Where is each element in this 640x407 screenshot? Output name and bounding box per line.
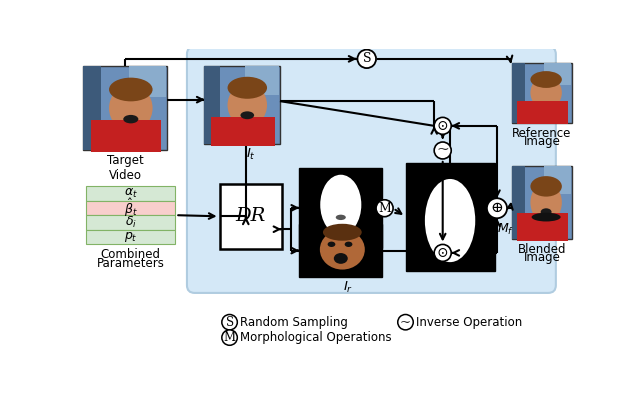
Bar xyxy=(86,215,175,230)
Bar xyxy=(220,184,282,249)
Bar xyxy=(83,66,167,151)
Ellipse shape xyxy=(323,224,362,241)
Bar xyxy=(86,230,175,245)
Ellipse shape xyxy=(345,242,353,247)
Bar xyxy=(204,66,280,144)
Text: $\delta_i$: $\delta_i$ xyxy=(125,215,137,230)
Circle shape xyxy=(358,50,376,68)
Text: ⊕: ⊕ xyxy=(491,201,503,215)
Circle shape xyxy=(434,142,451,159)
Ellipse shape xyxy=(109,78,152,101)
Bar xyxy=(511,166,572,239)
Ellipse shape xyxy=(531,176,562,197)
Text: $I_r$: $I_r$ xyxy=(344,280,354,295)
Text: DR: DR xyxy=(236,207,266,225)
Ellipse shape xyxy=(241,112,254,119)
Bar xyxy=(300,168,382,247)
Circle shape xyxy=(434,245,451,261)
Text: S: S xyxy=(225,316,234,329)
Text: ⊙: ⊙ xyxy=(437,119,449,133)
Ellipse shape xyxy=(320,230,365,269)
Text: Combined: Combined xyxy=(100,248,161,261)
Circle shape xyxy=(222,330,237,345)
Bar xyxy=(91,120,161,152)
Bar xyxy=(511,63,525,123)
Bar xyxy=(406,163,495,271)
Ellipse shape xyxy=(328,242,335,247)
Ellipse shape xyxy=(531,71,562,88)
Ellipse shape xyxy=(109,85,152,131)
Text: ~: ~ xyxy=(400,316,411,329)
Bar xyxy=(517,101,568,124)
Bar xyxy=(544,166,572,194)
Ellipse shape xyxy=(228,77,267,99)
Bar xyxy=(204,66,220,144)
Circle shape xyxy=(487,198,507,218)
Ellipse shape xyxy=(541,208,552,216)
Text: $p_t$: $p_t$ xyxy=(124,230,138,244)
Bar xyxy=(544,63,572,85)
Bar xyxy=(211,116,275,146)
Ellipse shape xyxy=(320,175,362,235)
Ellipse shape xyxy=(532,213,561,221)
Ellipse shape xyxy=(124,115,138,123)
Bar xyxy=(129,66,166,97)
Text: Random Sampling: Random Sampling xyxy=(239,316,348,329)
Text: Blended: Blended xyxy=(518,243,566,256)
Bar xyxy=(86,186,175,201)
Ellipse shape xyxy=(425,179,476,262)
Text: Image: Image xyxy=(524,252,561,265)
Text: M: M xyxy=(223,331,236,344)
Ellipse shape xyxy=(531,76,562,109)
Text: ⊙: ⊙ xyxy=(437,246,449,260)
Text: Inverse Operation: Inverse Operation xyxy=(415,316,522,329)
Bar xyxy=(300,224,382,277)
Bar xyxy=(83,66,101,151)
Text: ~: ~ xyxy=(436,144,449,158)
Text: $\alpha_t$: $\alpha_t$ xyxy=(124,187,138,200)
FancyBboxPatch shape xyxy=(187,46,556,293)
Circle shape xyxy=(376,200,393,217)
Text: $\hat{\beta}_t$: $\hat{\beta}_t$ xyxy=(124,197,138,219)
Circle shape xyxy=(397,315,413,330)
Text: Image: Image xyxy=(524,135,561,148)
Text: M: M xyxy=(378,202,391,215)
Ellipse shape xyxy=(336,214,346,220)
Text: Target
Video: Target Video xyxy=(107,154,143,182)
Text: Parameters: Parameters xyxy=(97,257,164,270)
Ellipse shape xyxy=(334,253,348,264)
Ellipse shape xyxy=(531,182,562,223)
Circle shape xyxy=(222,315,237,330)
Bar xyxy=(245,66,279,95)
Bar xyxy=(86,201,175,215)
Bar xyxy=(511,166,525,239)
Circle shape xyxy=(434,117,451,134)
Text: $I_t$: $I_t$ xyxy=(246,147,256,162)
Bar xyxy=(511,63,572,123)
Text: $M_f$: $M_f$ xyxy=(497,222,514,237)
Text: Morphological Operations: Morphological Operations xyxy=(239,331,391,344)
Bar xyxy=(517,213,568,241)
Text: S: S xyxy=(362,53,371,66)
Text: Reference: Reference xyxy=(512,127,572,140)
Ellipse shape xyxy=(228,83,267,127)
